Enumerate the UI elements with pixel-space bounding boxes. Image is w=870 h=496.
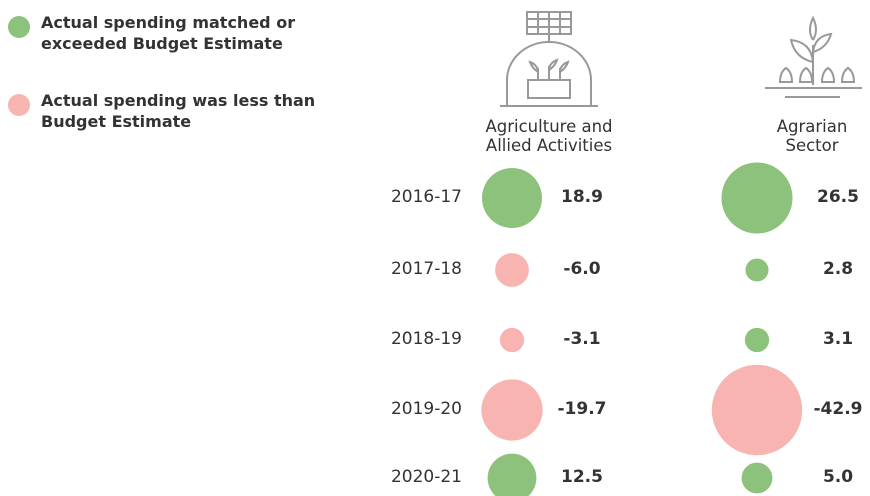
agri-icon [500,11,598,107]
bubble [482,168,542,228]
column-header: Agriculture and Allied Activities [485,117,613,155]
value-label: 5.0 [822,467,854,487]
bubble [744,327,770,353]
legend-swatch [8,94,30,116]
agrarian-icon [765,15,862,98]
bubble [499,327,525,353]
column-header: Agrarian Sector [776,117,848,155]
value-label: -42.9 [813,399,863,419]
row-label: 2020-21 [390,467,462,487]
value-label: -3.1 [563,329,601,349]
value-label: -6.0 [563,259,601,279]
value-label: 26.5 [817,187,859,207]
value-label: -19.7 [557,399,607,419]
bubble [487,453,537,496]
legend-swatch [8,16,30,38]
value-label: 2.8 [822,259,854,279]
row-label: 2018-19 [390,329,462,349]
bubble [495,253,529,287]
row-label: 2016-17 [390,187,462,207]
row-label: 2017-18 [390,259,462,279]
bubble [711,364,803,456]
value-label: 3.1 [822,329,854,349]
value-label: 18.9 [561,187,603,207]
legend-label: Actual spending matched or exceeded Budg… [41,13,296,53]
bubble [741,462,773,494]
value-label: 12.5 [561,467,603,487]
bubble [481,379,543,441]
bubble [745,258,769,282]
bubble [721,162,793,234]
row-label: 2019-20 [390,399,462,419]
legend-label: Actual spending was less than Budget Est… [41,91,316,131]
